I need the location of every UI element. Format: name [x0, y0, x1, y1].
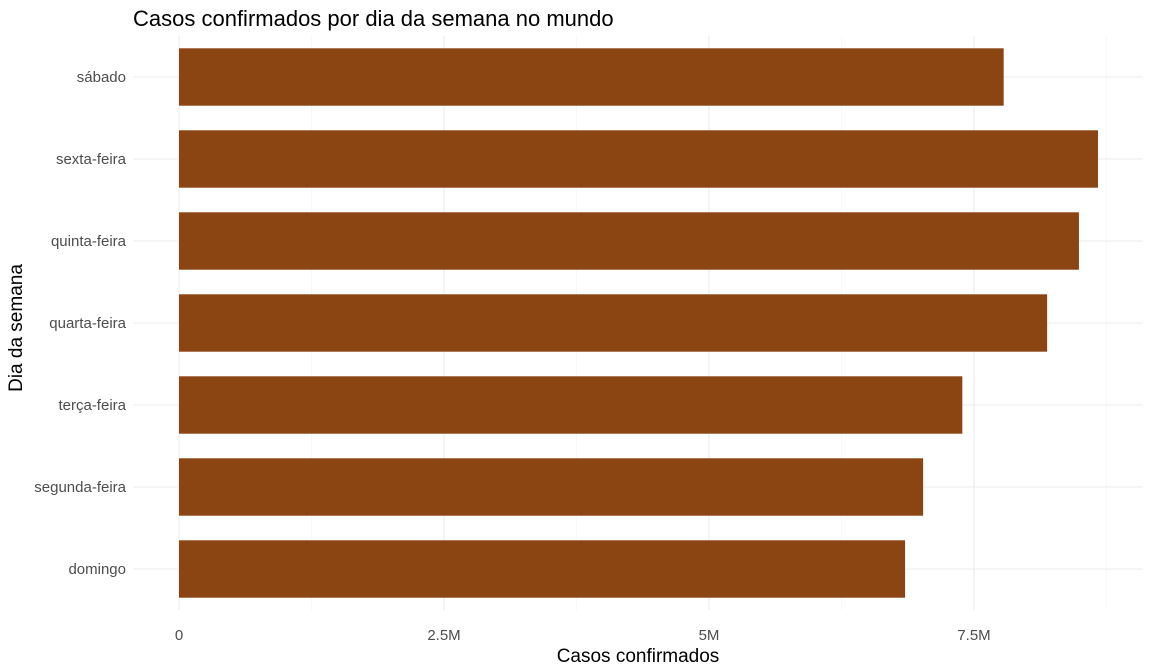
x-tick-label: 2.5M: [427, 627, 460, 644]
x-axis-ticks: 0 2.5M 5M 7.5M: [175, 627, 991, 644]
bar-domingo: [179, 540, 906, 598]
bar-quarta-feira: [179, 294, 1048, 352]
y-tick-label: quarta-feira: [49, 315, 126, 332]
x-axis-title: Casos confirmados: [557, 646, 720, 667]
bar-sexta-feira: [179, 130, 1099, 188]
bar-segunda-feira: [179, 458, 924, 516]
y-tick-label: terça-feira: [58, 397, 126, 414]
x-tick-label: 7.5M: [957, 627, 990, 644]
y-tick-label: quinta-feira: [51, 233, 127, 250]
y-tick-label: sábado: [77, 69, 126, 86]
x-tick-label: 5M: [699, 627, 720, 644]
x-tick-label: 0: [175, 627, 183, 644]
y-tick-label: sexta-feira: [56, 151, 127, 168]
bars: [179, 48, 1099, 598]
y-axis-ticks: domingo segunda-feira terça-feira quarta-fe…: [34, 69, 126, 578]
bar-terça-feira: [179, 376, 963, 434]
y-axis-title: Dia da semana: [6, 264, 27, 392]
bar-sábado: [179, 48, 1004, 106]
y-tick-label: domingo: [68, 561, 126, 578]
chart-title: Casos confirmados por dia da semana no m…: [133, 6, 614, 31]
y-tick-label: segunda-feira: [34, 479, 126, 496]
bar-quinta-feira: [179, 212, 1079, 270]
